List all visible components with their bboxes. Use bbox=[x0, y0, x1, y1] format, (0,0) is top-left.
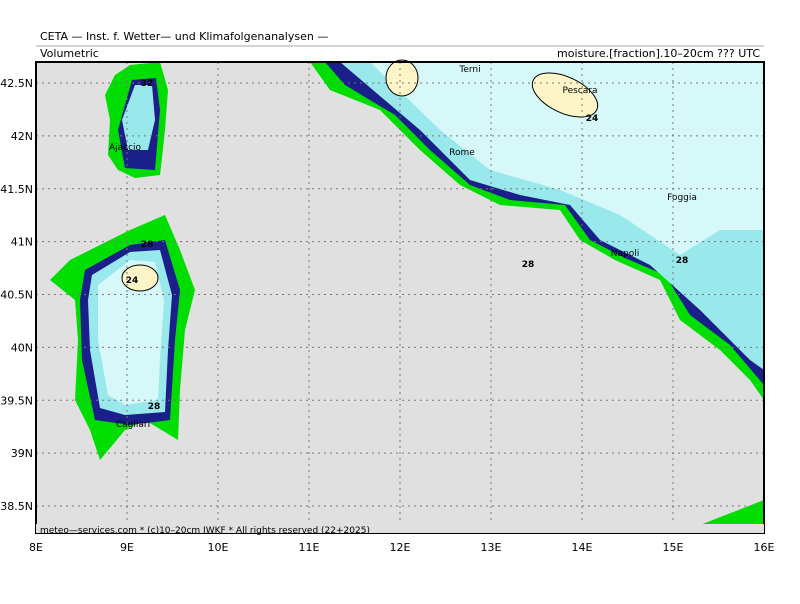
lat-label: 41N bbox=[11, 236, 33, 249]
lat-label: 39N bbox=[11, 447, 33, 460]
lat-label: 42.5N bbox=[0, 77, 33, 90]
lat-label: 40.5N bbox=[0, 289, 33, 302]
contour-label: 28 bbox=[141, 240, 154, 250]
lat-label: 42N bbox=[11, 130, 33, 143]
contour-label: 28 bbox=[676, 256, 689, 266]
labels: 42.5N 42N 41.5N 41N 40.5N 40N 39.5N 39N 38.5N 8E 9… bbox=[0, 65, 774, 554]
lat-label: 39.5N bbox=[0, 394, 33, 407]
footer: meteo—services.com * (c)10–20cm IWKF * A… bbox=[40, 526, 370, 536]
mainland-inner bbox=[370, 62, 764, 255]
lat-label: 38.5N bbox=[0, 500, 33, 513]
lon-label: 11E bbox=[299, 541, 320, 554]
corsica-inner bbox=[122, 85, 155, 150]
land bbox=[50, 59, 764, 533]
lon-label: 16E bbox=[754, 541, 775, 554]
city-label: Cagliari bbox=[116, 420, 150, 430]
contour-label: 24 bbox=[126, 276, 139, 286]
sardinia-dry bbox=[121, 264, 159, 292]
lon-label: 9E bbox=[120, 541, 134, 554]
city-label: Pescara bbox=[562, 86, 597, 96]
city-label: Terni bbox=[458, 65, 480, 75]
lon-label: 12E bbox=[390, 541, 411, 554]
footer-bg bbox=[36, 524, 764, 533]
lat-label: 40N bbox=[11, 341, 33, 354]
city-label: Rome bbox=[449, 148, 475, 158]
lon-label: 13E bbox=[481, 541, 502, 554]
left-title: Volumetric bbox=[40, 47, 99, 60]
lon-label: 14E bbox=[572, 541, 593, 554]
right-title: moisture.[fraction].10–20cm ??? UTC bbox=[557, 47, 760, 60]
contour-label: 28 bbox=[148, 402, 161, 412]
institute: CETA — Inst. f. Wetter— und Klimafolgena… bbox=[40, 30, 328, 43]
lon-label: 10E bbox=[208, 541, 229, 554]
city-label: Ajaccio bbox=[109, 143, 142, 153]
pescara-dry bbox=[531, 72, 599, 118]
lat-label: 41.5N bbox=[0, 183, 33, 196]
city-label: Napoli bbox=[611, 249, 639, 259]
contour-label: 32 bbox=[141, 79, 154, 89]
lon-label: 8E bbox=[29, 541, 43, 554]
contour-label: 24 bbox=[586, 114, 599, 124]
terni-dry bbox=[385, 59, 419, 97]
sardinia-inner bbox=[98, 260, 164, 405]
contour-label: 28 bbox=[522, 260, 535, 270]
lon-label: 15E bbox=[663, 541, 684, 554]
city-label: Foggia bbox=[667, 193, 697, 203]
